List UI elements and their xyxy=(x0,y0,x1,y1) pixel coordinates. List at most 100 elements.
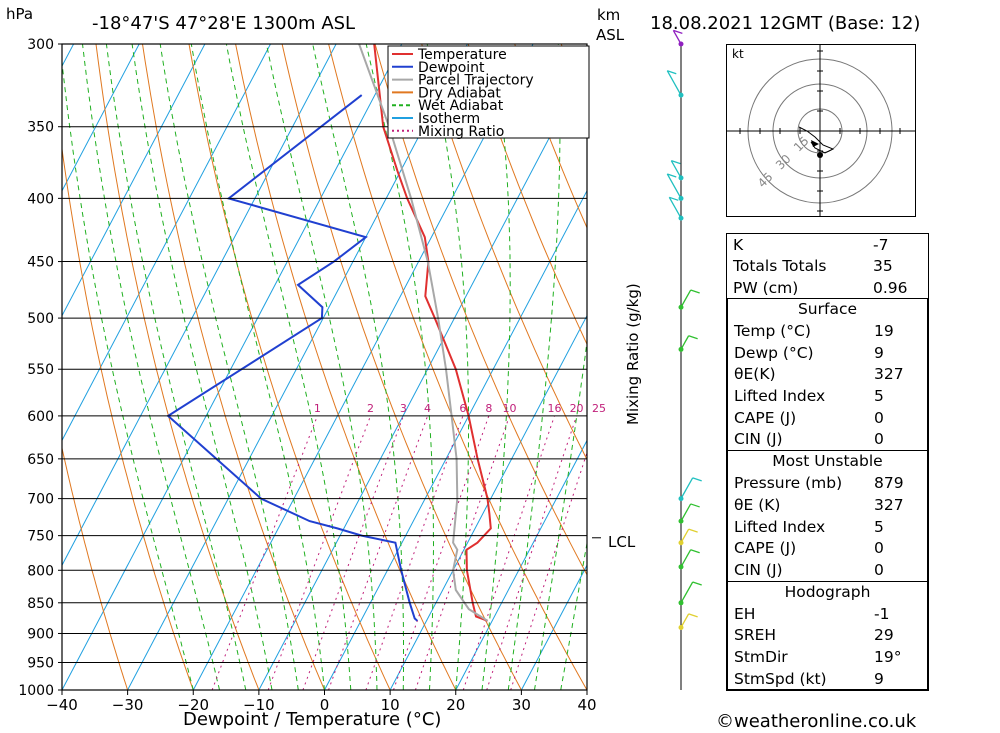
mixing-ratio-tick-label: 2 xyxy=(367,402,374,415)
wet-adiabat-line xyxy=(159,44,299,690)
wind-barb-flag xyxy=(692,477,702,482)
isotherm-line xyxy=(127,44,468,690)
wind-barb xyxy=(680,613,690,628)
mixing-ratio-tick-label: 6 xyxy=(459,402,466,415)
dewpoint-line xyxy=(166,94,418,622)
legend-box xyxy=(387,45,590,139)
hodograph-info-row: SREH 29 xyxy=(728,625,927,647)
isotherm-line xyxy=(520,564,587,690)
surface-label: Dewp (°C) xyxy=(734,343,814,362)
hodograph-panel: kt 15 30 45 xyxy=(726,44,916,217)
most-unstable-value: 5 xyxy=(874,517,884,536)
surface-label: θE(K) xyxy=(734,365,776,384)
most-unstable-label: θE (K) xyxy=(734,495,781,514)
surface-rows: Temp (°C) 19 Dewp (°C) 9 θE(K) 327 Lifted Inde… xyxy=(728,320,927,450)
pressure-tick-label: 750 xyxy=(27,529,54,545)
lcl-label: LCL xyxy=(608,533,636,551)
hodograph-ring-label: 15 xyxy=(791,134,812,155)
most-unstable-value: 327 xyxy=(874,495,904,514)
wet-adiabat-line xyxy=(131,44,273,690)
mixing-ratio-line xyxy=(302,415,404,690)
pressure-tick-label: 350 xyxy=(27,120,54,136)
pressure-tick-label: 500 xyxy=(27,311,54,327)
most-unstable-label: Pressure (mb) xyxy=(734,474,843,493)
wet-adiabat-line xyxy=(481,44,511,690)
wind-barb-flag xyxy=(667,173,677,178)
most-unstable-row: CAPE (J) 0 xyxy=(728,537,927,559)
wind-barb xyxy=(680,528,690,544)
copyright-link[interactable]: ©weatheronline.co.uk xyxy=(716,711,917,732)
hodograph-info-label: StmSpd (kt) xyxy=(734,669,827,688)
pressure-tick-label: 600 xyxy=(27,409,54,425)
surface-value: 327 xyxy=(874,365,904,384)
mixing-ratio-tick-label: 1 xyxy=(314,402,321,415)
temperature-tick-label: −20 xyxy=(177,696,209,714)
temperature-tick-label: 0 xyxy=(320,696,330,714)
index-value: 0.96 xyxy=(873,278,908,297)
surface-section: Surface Temp (°C) 19 Dewp (°C) 9 θE(K) 327 Lif… xyxy=(727,297,928,451)
most-unstable-value: 0 xyxy=(874,539,884,558)
mixing-ratio-line xyxy=(486,415,578,690)
surface-row: CAPE (J) 0 xyxy=(728,407,927,429)
most-unstable-row: CIN (J) 0 xyxy=(728,559,927,581)
index-row: Totals Totals 35 xyxy=(727,256,928,278)
wind-barb-flag xyxy=(690,549,700,554)
wind-barb xyxy=(680,549,692,568)
hodograph-info-label: SREH xyxy=(734,626,777,645)
wind-barb xyxy=(680,581,694,604)
surface-value: 0 xyxy=(874,408,884,427)
datetime-title: 18.08.2021 12GMT (Base: 12) xyxy=(650,13,921,34)
pressure-tick-label: 300 xyxy=(27,37,54,53)
mixing-ratio-line xyxy=(211,415,318,690)
hodograph-ring-label: 30 xyxy=(773,152,794,173)
surface-row: Temp (°C) 19 xyxy=(728,320,927,342)
wind-barb-flag xyxy=(690,503,700,508)
most-unstable-label: CIN (J) xyxy=(734,560,783,579)
dry-adiabat-line xyxy=(933,44,1000,690)
hodograph-point xyxy=(817,152,823,158)
surface-label: CAPE (J) xyxy=(734,408,797,427)
temperature-tick-label: 20 xyxy=(446,696,465,714)
wet-adiabat-line xyxy=(225,44,352,690)
location-title: -18°47'S 47°28'E 1300m ASL xyxy=(92,13,356,34)
wind-barb xyxy=(668,196,682,219)
mixing-ratio-line xyxy=(328,415,429,690)
index-row: PW (cm) 0.96 xyxy=(727,277,928,299)
surface-value: 19 xyxy=(874,322,894,341)
wind-barb xyxy=(680,503,692,522)
hodograph-info-value: -1 xyxy=(874,604,890,623)
wind-barb xyxy=(666,173,682,199)
index-value: -7 xyxy=(873,235,889,254)
wind-barb xyxy=(680,289,692,308)
isotherm-line xyxy=(258,64,587,690)
pressure-tick-label: 550 xyxy=(27,362,54,378)
temperature-tick-label: −40 xyxy=(46,696,78,714)
hodograph-info-title: Hodograph xyxy=(784,582,871,601)
hodograph-info-value: 29 xyxy=(874,626,894,645)
most-unstable-title: Most Unstable xyxy=(772,451,883,470)
mixing-ratio-line xyxy=(414,415,510,690)
most-unstable-value: 879 xyxy=(874,474,904,493)
wind-barb xyxy=(680,335,690,350)
legend-entry: Temperature xyxy=(417,47,507,63)
wind-barb xyxy=(670,160,682,179)
pressure-unit-label: hPa xyxy=(6,5,34,23)
legend-entry: Dewpoint xyxy=(418,60,485,76)
isotherm-line xyxy=(455,439,587,690)
surface-row: CIN (J) 0 xyxy=(728,428,927,450)
mixing-ratio-tick-label: 4 xyxy=(424,402,431,415)
indices-top-section: K -7 Totals Totals 35 PW (cm) 0.96 xyxy=(727,234,928,299)
legend-entry: Isotherm xyxy=(418,111,480,127)
hodograph-info-row: StmSpd (kt) 9 xyxy=(728,668,927,690)
surface-row: Dewp (°C) 9 xyxy=(728,342,927,364)
dry-adiabat-line xyxy=(421,44,587,461)
wind-barb-flag xyxy=(690,289,700,294)
height-ref-label: ASL xyxy=(596,26,625,44)
surface-value: 5 xyxy=(874,386,884,405)
surface-label: Temp (°C) xyxy=(734,322,811,341)
isotherm-line xyxy=(62,44,140,192)
mixing-ratio-tick-label: 3 xyxy=(400,402,407,415)
temperature-tick-label: 30 xyxy=(512,696,531,714)
wind-barb-flag xyxy=(669,196,679,201)
